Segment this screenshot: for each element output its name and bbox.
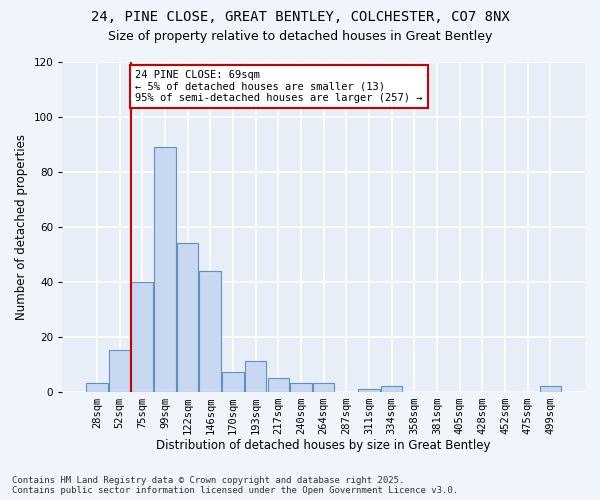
Text: Contains HM Land Registry data © Crown copyright and database right 2025.
Contai: Contains HM Land Registry data © Crown c… <box>12 476 458 495</box>
Y-axis label: Number of detached properties: Number of detached properties <box>15 134 28 320</box>
Text: 24, PINE CLOSE, GREAT BENTLEY, COLCHESTER, CO7 8NX: 24, PINE CLOSE, GREAT BENTLEY, COLCHESTE… <box>91 10 509 24</box>
Bar <box>222 372 244 392</box>
Bar <box>245 362 266 392</box>
Bar <box>177 243 199 392</box>
Bar <box>154 147 176 392</box>
Bar <box>539 386 561 392</box>
Bar <box>358 389 380 392</box>
X-axis label: Distribution of detached houses by size in Great Bentley: Distribution of detached houses by size … <box>157 440 491 452</box>
Text: Size of property relative to detached houses in Great Bentley: Size of property relative to detached ho… <box>108 30 492 43</box>
Text: 24 PINE CLOSE: 69sqm
← 5% of detached houses are smaller (13)
95% of semi-detach: 24 PINE CLOSE: 69sqm ← 5% of detached ho… <box>136 70 423 103</box>
Bar <box>199 270 221 392</box>
Bar <box>381 386 403 392</box>
Bar <box>86 384 107 392</box>
Bar <box>109 350 130 392</box>
Bar <box>131 282 153 392</box>
Bar <box>268 378 289 392</box>
Bar <box>290 384 312 392</box>
Bar <box>313 384 334 392</box>
